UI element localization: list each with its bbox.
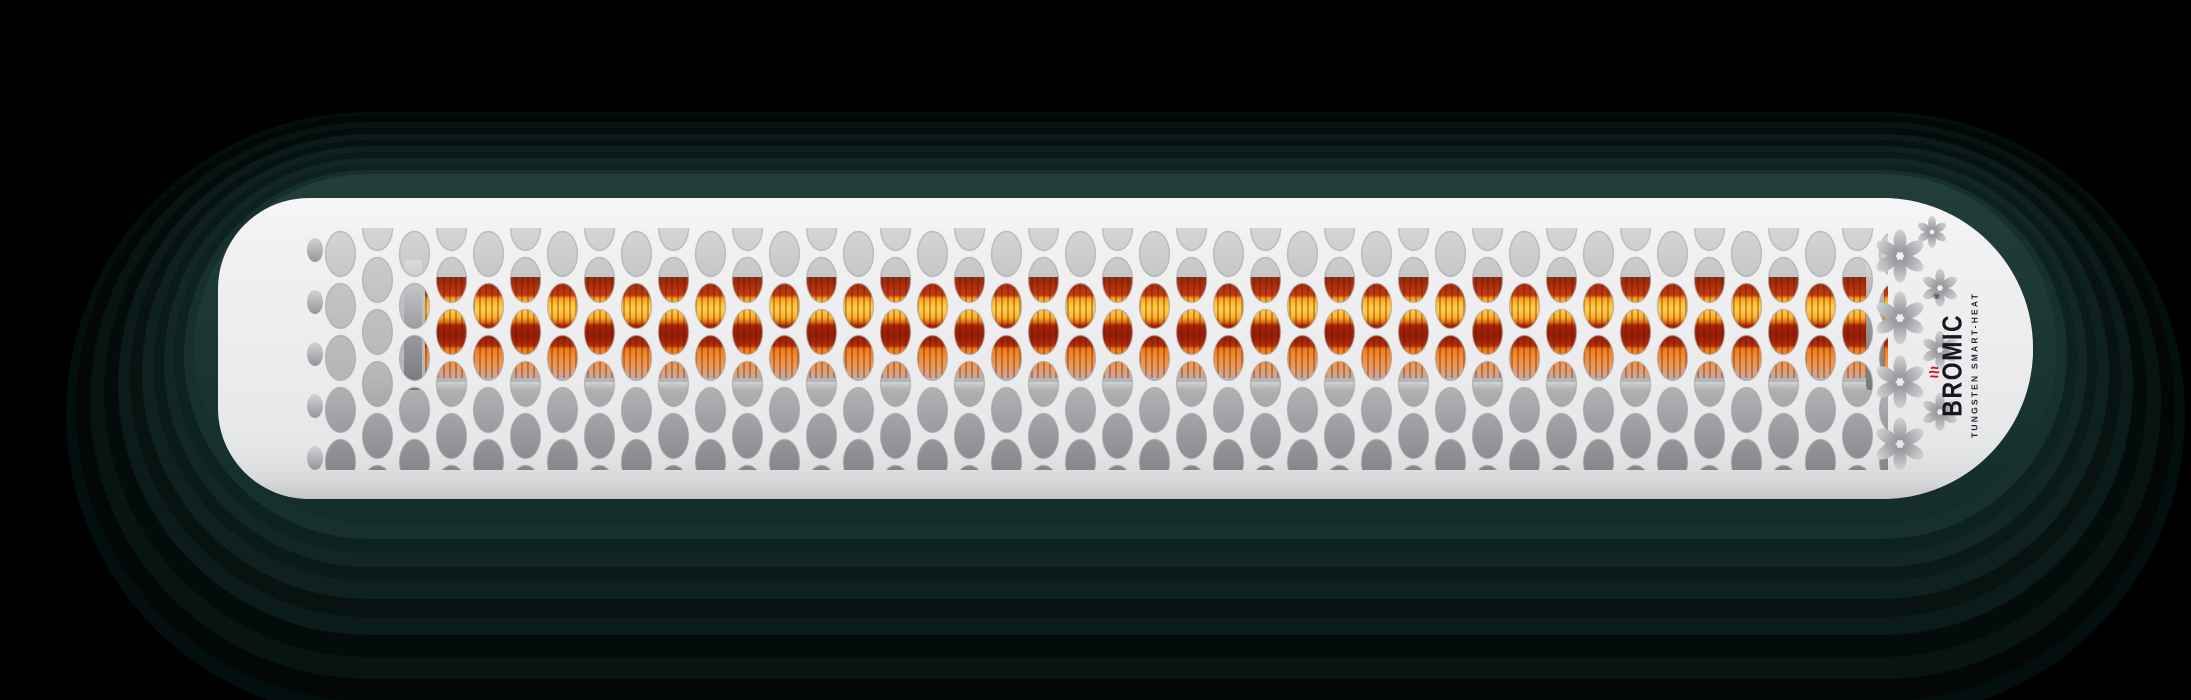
- registered-trademark-symbol: ®: [1932, 293, 1942, 300]
- brand-logo: BROMIC ® TUNGSTEN SMART-HEAT: [1928, 292, 1980, 438]
- brand-wordmark: BROMIC ®: [1928, 293, 1969, 428]
- brand-tagline: TUNGSTEN SMART-HEAT: [1969, 292, 1980, 438]
- heater-body: BROMIC ® TUNGSTEN SMART-HEAT: [218, 198, 2033, 499]
- flame-icon: [1928, 366, 1940, 378]
- perforated-grille: [218, 198, 2033, 499]
- edge-perforations-left: [307, 238, 323, 470]
- hole-rims: [322, 228, 1888, 470]
- brand-name: BROMIC: [1936, 313, 1968, 417]
